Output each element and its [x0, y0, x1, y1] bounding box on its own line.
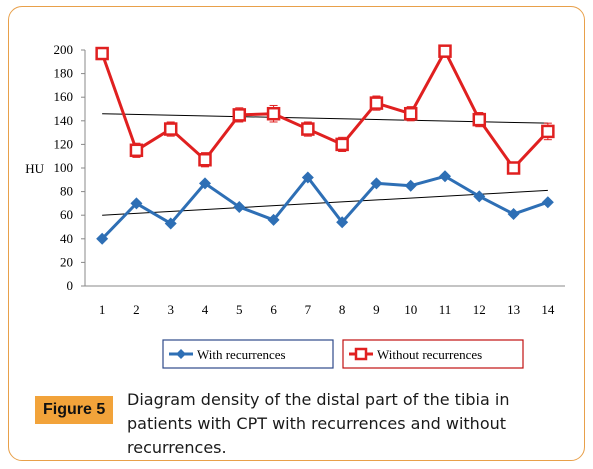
x-tick-label: 11 [439, 302, 452, 317]
y-tick-label: 120 [54, 136, 74, 151]
x-tick-label: 12 [473, 302, 486, 317]
data-point-square [472, 112, 487, 127]
figure-frame [8, 6, 585, 461]
data-point-square [301, 122, 315, 136]
x-tick-label: 8 [339, 302, 346, 317]
y-tick-label: 40 [60, 231, 73, 246]
legend-marker-diamond [176, 349, 186, 359]
y-tick-label: 180 [54, 66, 74, 81]
data-point-diamond [199, 177, 211, 190]
axes [84, 50, 565, 287]
series-with-recurrences [96, 170, 554, 245]
x-tick-label: 6 [270, 302, 277, 317]
y-tick-label: 80 [60, 184, 73, 199]
x-tick-label: 7 [305, 302, 312, 317]
data-point-diamond [336, 216, 349, 229]
figure-caption-text: Diagram density of the distal part of th… [127, 390, 510, 457]
x-tick-label: 2 [133, 302, 140, 317]
x-tick-label: 14 [541, 302, 555, 317]
y-tick-label: 60 [60, 207, 73, 222]
y-axis-title: HU [25, 161, 44, 176]
data-point-diamond [473, 190, 486, 203]
data-point-diamond [507, 208, 520, 221]
figure-label: Figure 5 [35, 396, 114, 424]
data-point-square [163, 122, 178, 136]
legend: With recurrences Without recurrences [162, 339, 524, 369]
data-point-square [403, 106, 418, 121]
y-tick-label: 160 [54, 89, 74, 104]
y-ticks: 0 20 40 60 80 100 120 140 160 180 200 [54, 42, 85, 293]
y-tick-label: 140 [54, 113, 74, 128]
y-tick-label: 100 [54, 160, 74, 175]
x-tick-label: 1 [99, 302, 106, 317]
legend-label-with-recurrences: With recurrences [197, 347, 286, 362]
data-point-diamond [404, 179, 417, 192]
series-without-recurrences [95, 44, 555, 175]
data-point-square [541, 124, 555, 139]
data-point-square [266, 106, 281, 121]
legend-marker-square [354, 347, 368, 361]
y-tick-label: 200 [54, 42, 74, 57]
series-line [100, 49, 549, 170]
data-point-square [95, 46, 109, 61]
data-point-diamond [541, 196, 554, 209]
data-point-square [198, 152, 212, 167]
data-point-diamond [164, 217, 177, 230]
x-tick-label: 3 [167, 302, 174, 317]
data-point-diamond [439, 170, 451, 183]
y-tick-label: 20 [60, 254, 73, 269]
y-tick-label: 0 [67, 278, 74, 293]
data-point-diamond [130, 197, 143, 210]
series [95, 44, 555, 245]
data-point-diamond [301, 171, 314, 184]
data-point-square [129, 143, 144, 158]
data-point-diamond [267, 213, 280, 226]
data-point-square [438, 44, 452, 58]
data-point-diamond [96, 232, 109, 245]
x-tick-label: 4 [202, 302, 209, 317]
data-point-square [335, 137, 349, 152]
x-tick-label: 9 [373, 302, 380, 317]
x-tick-label: 5 [236, 302, 243, 317]
data-point-diamond [233, 200, 246, 213]
data-point-square [369, 96, 384, 110]
legend-label-without-recurrences: Without recurrences [377, 347, 482, 362]
x-tick-label: 13 [507, 302, 520, 317]
data-point-diamond [370, 177, 383, 190]
data-point-square [232, 108, 247, 122]
x-tick-label: 10 [404, 302, 417, 317]
series-line [101, 174, 549, 240]
x-ticks: 1 2 3 4 5 6 7 8 9 10 11 12 13 14 [99, 302, 555, 317]
data-point-square [506, 161, 521, 175]
